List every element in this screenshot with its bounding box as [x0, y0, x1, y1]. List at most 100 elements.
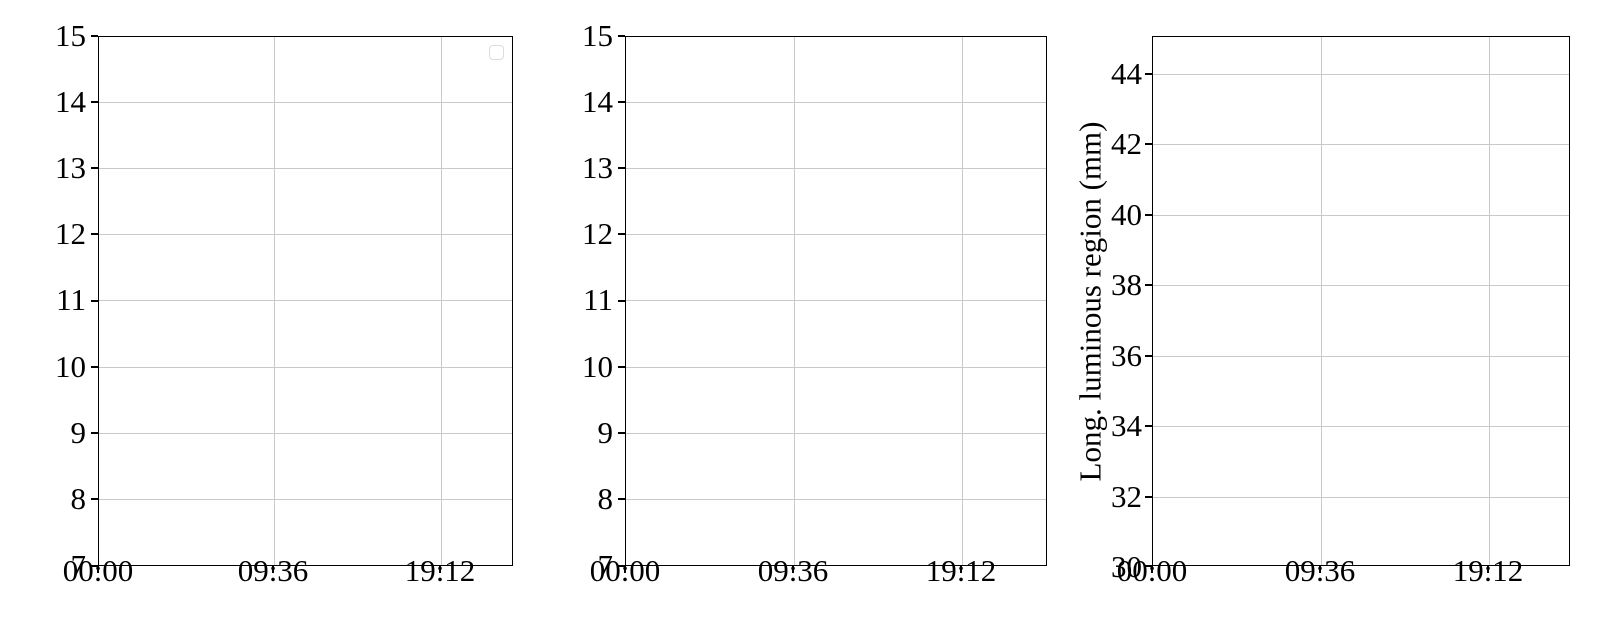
y-tick-label: 12	[582, 216, 613, 251]
y-tick-label: 42	[1111, 126, 1142, 161]
x-tick-mark	[1319, 566, 1321, 573]
legend-box-panel-1[interactable]	[489, 45, 504, 60]
x-tick-label: 00:00	[589, 553, 661, 588]
gridline-horizontal	[626, 300, 1046, 301]
gridline-horizontal	[99, 499, 512, 500]
x-tick-mark	[1151, 566, 1153, 573]
y-tick-mark	[618, 565, 625, 567]
y-tick-label: 9	[70, 415, 87, 450]
y-tick-mark	[1145, 73, 1152, 75]
y-tick-mark	[1145, 565, 1152, 567]
y-tick-mark	[91, 565, 98, 567]
plot-area-panel-2[interactable]	[625, 36, 1047, 566]
x-tick-mark	[960, 566, 962, 573]
y-tick-label: 10	[55, 349, 86, 384]
x-tick-label: 19:12	[925, 553, 997, 588]
gridline-horizontal	[1153, 426, 1569, 427]
y-tick-mark	[1145, 214, 1152, 216]
y-tick-mark	[91, 498, 98, 500]
gridline-vertical	[794, 37, 795, 565]
y-tick-mark	[618, 167, 625, 169]
y-tick-mark	[618, 432, 625, 434]
y-tick-label: 14	[582, 84, 613, 119]
y-tick-label: 32	[1111, 479, 1142, 514]
y-tick-label: 15	[55, 18, 86, 53]
y-tick-label: 7	[70, 548, 87, 583]
plot-area-panel-1[interactable]	[98, 36, 513, 566]
y-tick-label: 13	[55, 150, 86, 185]
gridline-horizontal	[1153, 497, 1569, 498]
gridline-horizontal	[626, 102, 1046, 103]
gridline-horizontal	[99, 168, 512, 169]
y-tick-mark	[618, 300, 625, 302]
gridline-horizontal	[1153, 74, 1569, 75]
y-tick-label: 38	[1111, 267, 1142, 302]
gridline-vertical	[1321, 37, 1322, 565]
x-tick-label: 00:00	[1116, 553, 1188, 588]
x-tick-label: 00:00	[62, 553, 134, 588]
y-tick-mark	[618, 233, 625, 235]
plot-area-panel-3[interactable]	[1152, 36, 1570, 566]
x-tick-mark	[439, 566, 441, 573]
y-tick-mark	[91, 432, 98, 434]
x-tick-mark	[624, 566, 626, 573]
x-tick-mark	[1487, 566, 1489, 573]
y-tick-label: 44	[1111, 56, 1142, 91]
y-tick-label: 12	[55, 216, 86, 251]
x-tick-mark	[272, 566, 274, 573]
x-tick-label: 19:12	[404, 553, 476, 588]
gridline-horizontal	[99, 102, 512, 103]
y-tick-mark	[1145, 355, 1152, 357]
y-tick-label: 13	[582, 150, 613, 185]
gridline-horizontal	[99, 234, 512, 235]
x-tick-label: 09:36	[237, 553, 309, 588]
y-tick-label: 10	[582, 349, 613, 384]
x-tick-label: 19:12	[1452, 553, 1524, 588]
gridline-vertical	[962, 37, 963, 565]
y-tick-label: 7	[597, 548, 614, 583]
gridline-horizontal	[1153, 215, 1569, 216]
y-tick-mark	[91, 233, 98, 235]
gridline-vertical	[441, 37, 442, 565]
x-tick-mark	[97, 566, 99, 573]
gridline-horizontal	[626, 234, 1046, 235]
y-tick-mark	[1145, 143, 1152, 145]
y-tick-mark	[91, 167, 98, 169]
y-tick-mark	[618, 498, 625, 500]
gridline-horizontal	[626, 499, 1046, 500]
x-tick-label: 09:36	[1284, 553, 1356, 588]
gridline-vertical	[274, 37, 275, 565]
gridline-horizontal	[99, 433, 512, 434]
y-tick-mark	[91, 366, 98, 368]
y-tick-mark	[618, 101, 625, 103]
y-tick-mark	[618, 366, 625, 368]
y-tick-label: 15	[582, 18, 613, 53]
y-tick-mark	[618, 35, 625, 37]
gridline-vertical	[1489, 37, 1490, 565]
gridline-horizontal	[626, 367, 1046, 368]
y-tick-label: 36	[1111, 338, 1142, 373]
gridline-horizontal	[626, 433, 1046, 434]
gridline-horizontal	[99, 300, 512, 301]
gridline-horizontal	[99, 367, 512, 368]
y-tick-label: 34	[1111, 408, 1142, 443]
gridline-horizontal	[1153, 144, 1569, 145]
x-tick-label: 09:36	[757, 553, 829, 588]
gridline-horizontal	[626, 168, 1046, 169]
y-tick-label: 8	[70, 481, 87, 516]
x-tick-mark	[792, 566, 794, 573]
y-tick-label: 11	[56, 282, 86, 317]
y-tick-label: 9	[597, 415, 614, 450]
y-tick-label: 11	[583, 282, 613, 317]
y-tick-label: 8	[597, 481, 614, 516]
y-tick-label: 30	[1111, 549, 1142, 584]
y-tick-label: 14	[55, 84, 86, 119]
gridline-horizontal	[1153, 356, 1569, 357]
y-tick-mark	[1145, 496, 1152, 498]
y-tick-label: 40	[1111, 197, 1142, 232]
y-tick-mark	[91, 300, 98, 302]
y-tick-mark	[91, 101, 98, 103]
y-tick-mark	[91, 35, 98, 37]
y-tick-mark	[1145, 425, 1152, 427]
